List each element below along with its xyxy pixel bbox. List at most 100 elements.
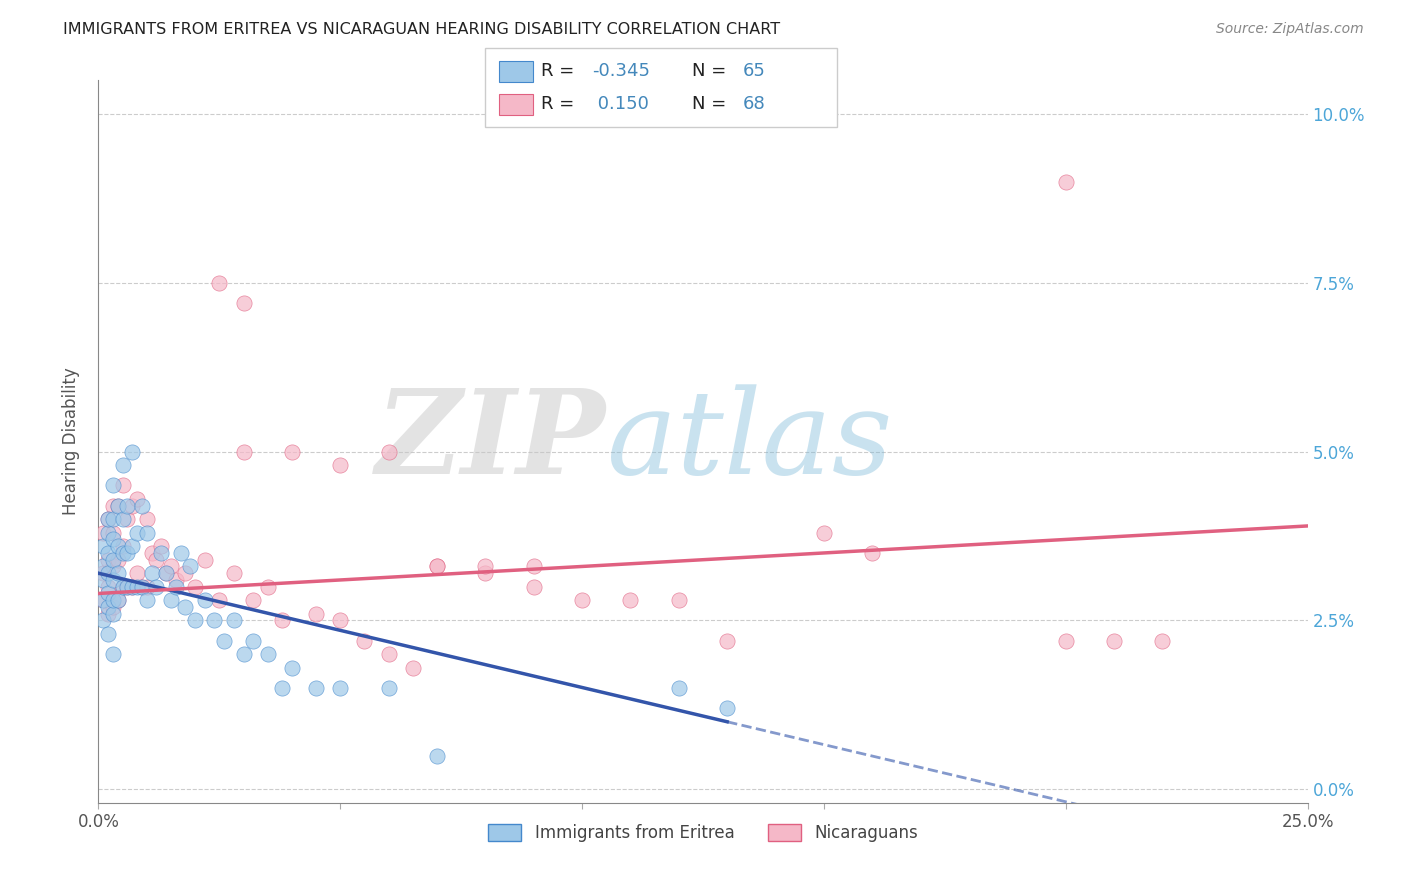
Point	[127, 525, 149, 540]
Point	[271, 681, 294, 695]
Point	[121, 539, 143, 553]
Point	[131, 580, 153, 594]
Point	[101, 599, 124, 614]
Point	[426, 559, 449, 574]
Point	[107, 566, 129, 581]
Point	[377, 681, 399, 695]
Point	[523, 580, 546, 594]
Point	[184, 614, 207, 628]
Point	[474, 559, 496, 574]
Point	[212, 633, 235, 648]
Point	[160, 559, 183, 574]
Text: -0.345: -0.345	[592, 62, 650, 80]
Point	[165, 573, 187, 587]
Point	[127, 566, 149, 581]
Point	[402, 661, 425, 675]
Point	[329, 458, 352, 472]
Point	[145, 552, 167, 566]
Point	[101, 573, 124, 587]
Point	[194, 593, 217, 607]
Point	[121, 444, 143, 458]
Point	[242, 593, 264, 607]
Point	[111, 546, 134, 560]
Point	[222, 614, 245, 628]
Point	[1152, 633, 1174, 648]
Point	[97, 546, 120, 560]
Text: R =: R =	[541, 95, 581, 113]
Point	[474, 566, 496, 581]
Point	[141, 546, 163, 560]
Point	[101, 478, 124, 492]
Point	[1054, 633, 1077, 648]
Point	[329, 614, 352, 628]
Text: R =: R =	[541, 62, 581, 80]
Point	[111, 580, 134, 594]
Point	[169, 546, 191, 560]
Point	[150, 546, 173, 560]
Point	[107, 593, 129, 607]
Point	[107, 552, 129, 566]
Point	[97, 586, 120, 600]
Point	[571, 593, 593, 607]
Point	[97, 512, 120, 526]
Point	[91, 593, 114, 607]
Point	[117, 580, 139, 594]
Point	[160, 593, 183, 607]
Point	[117, 546, 139, 560]
Point	[91, 614, 114, 628]
Point	[91, 559, 114, 574]
Point	[111, 580, 134, 594]
Point	[91, 593, 114, 607]
Point	[716, 701, 738, 715]
Point	[91, 566, 114, 581]
Point	[1054, 175, 1077, 189]
Text: 0.150: 0.150	[592, 95, 648, 113]
Point	[121, 580, 143, 594]
Point	[208, 276, 231, 290]
Point	[101, 559, 124, 574]
Point	[101, 499, 124, 513]
Point	[232, 296, 254, 310]
Point	[179, 559, 201, 574]
Y-axis label: Hearing Disability: Hearing Disability	[62, 368, 80, 516]
Point	[131, 499, 153, 513]
Point	[107, 593, 129, 607]
Point	[523, 559, 546, 574]
Point	[127, 491, 149, 506]
Point	[174, 599, 197, 614]
Point	[135, 512, 157, 526]
Point	[97, 599, 120, 614]
Point	[97, 512, 120, 526]
Point	[91, 525, 114, 540]
Point	[97, 525, 120, 540]
Point	[619, 593, 641, 607]
Point	[91, 539, 114, 553]
Point	[174, 566, 197, 581]
Point	[111, 539, 134, 553]
Point	[155, 566, 177, 581]
Point	[141, 566, 163, 581]
Point	[101, 607, 124, 621]
Point	[194, 552, 217, 566]
Point	[107, 539, 129, 553]
Point	[305, 681, 328, 695]
Point	[150, 539, 173, 553]
Point	[127, 580, 149, 594]
Point	[97, 566, 120, 581]
Legend: Immigrants from Eritrea, Nicaraguans: Immigrants from Eritrea, Nicaraguans	[481, 817, 925, 848]
Point	[1102, 633, 1125, 648]
Point	[305, 607, 328, 621]
Point	[117, 512, 139, 526]
Text: 65: 65	[742, 62, 765, 80]
Text: ZIP: ZIP	[377, 384, 606, 499]
Point	[329, 681, 352, 695]
Point	[256, 647, 278, 661]
Point	[97, 552, 120, 566]
Point	[271, 614, 294, 628]
Point	[101, 647, 124, 661]
Point	[131, 580, 153, 594]
Point	[101, 533, 124, 547]
Point	[145, 580, 167, 594]
Text: N =: N =	[692, 62, 731, 80]
Point	[155, 566, 177, 581]
